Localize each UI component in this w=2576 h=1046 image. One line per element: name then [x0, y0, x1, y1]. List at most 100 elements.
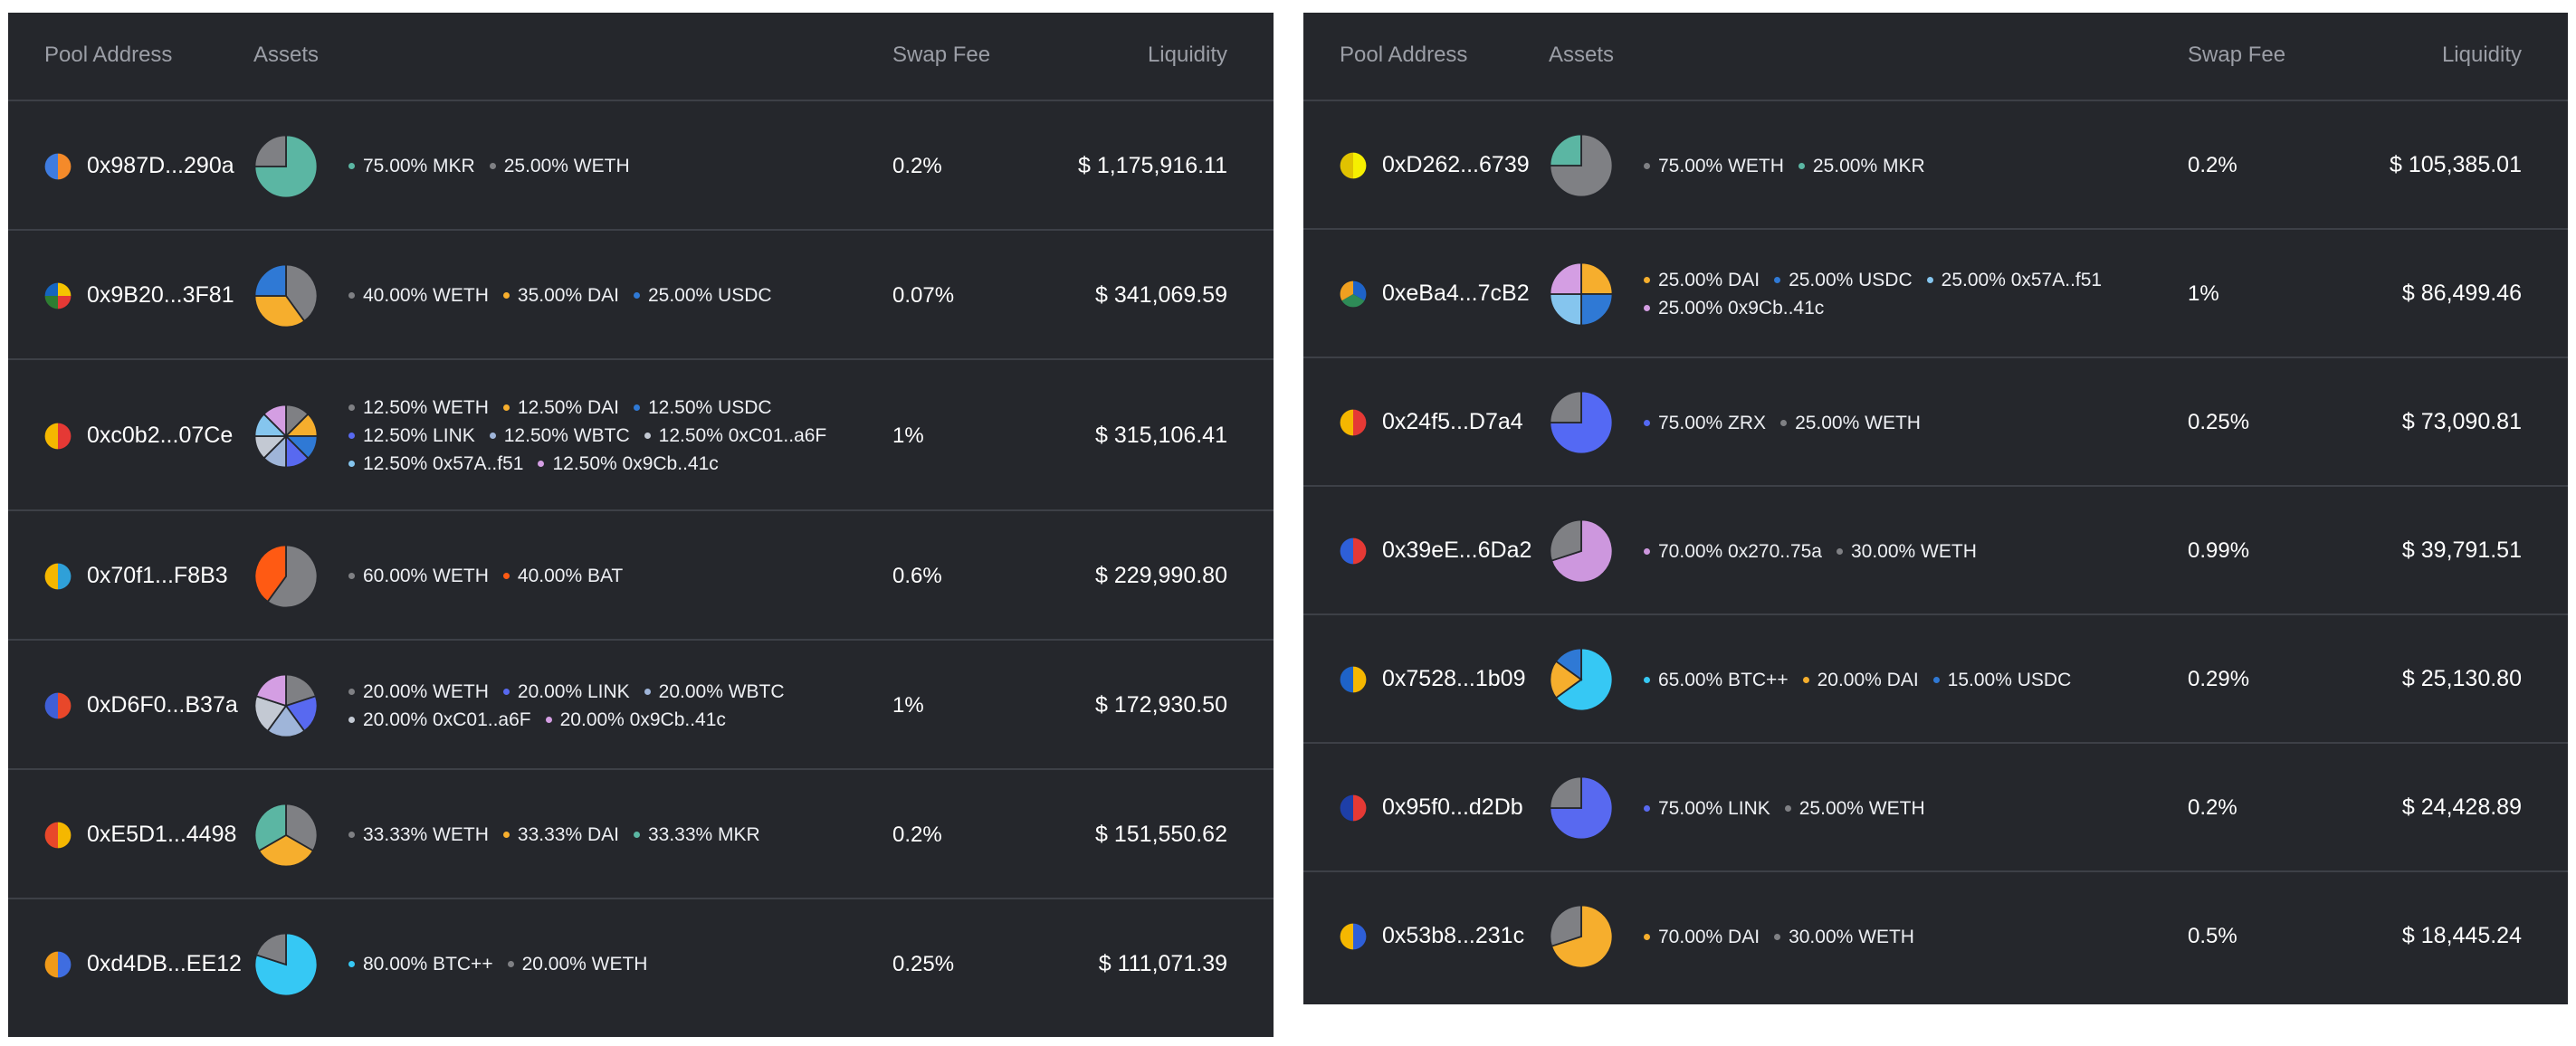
table-row[interactable]: 0x70f1...F8B3 60.00% WETH 40.00% BAT 0.6% $ …: [8, 511, 1274, 641]
asset-item: 25.00% MKR: [1798, 152, 1925, 180]
header-swap-fee[interactable]: Swap Fee: [892, 43, 991, 67]
liquidity-value: $ 86,499.46: [2401, 281, 2522, 306]
asset-item: 20.00% WBTC: [644, 678, 785, 706]
pool-token-icon: [44, 822, 72, 849]
asset-item: 25.00% WETH: [1780, 409, 1921, 437]
asset-label: 30.00% WETH: [1850, 540, 1977, 562]
pool-address[interactable]: 0x53b8...231c: [1382, 923, 1525, 948]
header-liquidity[interactable]: Liquidity: [2441, 43, 2522, 67]
asset-label: 20.00% WETH: [521, 954, 648, 975]
pool-address[interactable]: 0xd4DB...EE12: [87, 950, 242, 976]
asset-item: 15.00% USDC: [1932, 666, 2071, 694]
pool-address[interactable]: 0x39eE...6Da2: [1382, 537, 1532, 563]
asset-line: 12.50% LINK 12.50% WBTC 12.50% 0xC01..a6F: [348, 422, 873, 450]
asset-item: 20.00% 0x9Cb..41c: [545, 706, 726, 734]
pool-address[interactable]: 0x70f1...F8B3: [87, 562, 228, 588]
asset-color-dot: [348, 832, 355, 838]
table-row[interactable]: 0x53b8...231c 70.00% DAI 30.00% WETH 0.5% $ …: [1303, 872, 2568, 1001]
asset-label: 20.00% 0x9Cb..41c: [559, 708, 726, 730]
asset-color-dot: [489, 163, 496, 169]
asset-label: 12.50% LINK: [363, 425, 475, 446]
asset-item: 33.33% MKR: [633, 821, 760, 849]
table-row[interactable]: 0xc0b2...07Ce 12.50% WETH 12.50% DAI 12.50%…: [8, 360, 1274, 511]
pool-token-icon: [1340, 537, 1367, 565]
liquidity-value: $ 24,428.89: [2401, 794, 2522, 820]
pool-address[interactable]: 0x95f0...d2Db: [1382, 794, 1523, 820]
pool-address[interactable]: 0xeBa4...7cB2: [1382, 281, 1530, 306]
asset-item: 12.50% USDC: [633, 394, 772, 422]
table-row[interactable]: 0x7528...1b09 65.00% BTC++ 20.00% DAI 15.00…: [1303, 615, 2568, 744]
table-row[interactable]: 0x9B20...3F81 40.00% WETH 35.00% DAI 25.00%…: [8, 231, 1274, 360]
pool-token-icon: [1340, 666, 1367, 693]
table-row[interactable]: 0x39eE...6Da2 70.00% 0x270..75a 30.00% WET…: [1303, 487, 2568, 615]
asset-list: 33.33% WETH 33.33% DAI 33.33% MKR: [348, 821, 873, 849]
pool-address[interactable]: 0x7528...1b09: [1382, 666, 1526, 691]
pie-slice: [1554, 647, 1614, 712]
asset-item: 12.50% 0x9Cb..41c: [538, 450, 719, 478]
swap-fee: 1%: [2188, 281, 2219, 306]
pie-slice: [58, 563, 72, 589]
pool-address[interactable]: 0x9B20...3F81: [87, 281, 234, 308]
header-pool-address[interactable]: Pool Address: [44, 43, 173, 67]
asset-item: 35.00% DAI: [502, 281, 619, 309]
asset-line: 40.00% WETH 35.00% DAI 25.00% USDC: [348, 281, 873, 309]
asset-color-dot: [633, 832, 640, 838]
header-liquidity[interactable]: Liquidity: [1147, 43, 1227, 67]
asset-color-dot: [1644, 933, 1650, 940]
pool-address[interactable]: 0xc0b2...07Ce: [87, 422, 234, 448]
pool-address[interactable]: 0x24f5...D7a4: [1382, 409, 1523, 434]
asset-item: 25.00% USDC: [633, 281, 772, 309]
table-row[interactable]: 0x24f5...D7a4 75.00% ZRX 25.00% WETH 0.25% $…: [1303, 358, 2568, 487]
asset-color-dot: [502, 832, 510, 838]
asset-color-dot: [348, 573, 355, 579]
header-pool-address[interactable]: Pool Address: [1340, 43, 1468, 67]
header-assets[interactable]: Assets: [1549, 43, 1615, 67]
asset-color-dot: [1836, 547, 1843, 555]
asset-list: 60.00% WETH 40.00% BAT: [348, 562, 873, 590]
table-row[interactable]: 0xE5D1...4498 33.33% WETH 33.33% DAI 33.33%…: [8, 770, 1274, 899]
asset-color-dot: [348, 716, 355, 723]
asset-item: 70.00% DAI: [1644, 923, 1760, 951]
asset-color-dot: [348, 404, 355, 411]
asset-pie-chart: [253, 803, 319, 868]
table-header: Pool Address Assets Swap Fee Liquidity: [8, 13, 1274, 101]
table-row[interactable]: 0xD262...6739 75.00% WETH 25.00% MKR 0.2% $ …: [1303, 101, 2568, 230]
pie-slice: [285, 263, 319, 322]
asset-label: 75.00% WETH: [1658, 155, 1784, 176]
asset-list: 80.00% BTC++ 20.00% WETH: [348, 950, 873, 978]
asset-pie-chart: [253, 932, 319, 997]
pie-slice: [1353, 666, 1367, 693]
asset-label: 20.00% DAI: [1817, 669, 1919, 690]
header-assets[interactable]: Assets: [253, 43, 320, 67]
asset-label: 33.33% MKR: [647, 824, 760, 845]
asset-color-dot: [507, 961, 514, 967]
pool-address[interactable]: 0x987D...290a: [87, 152, 234, 178]
pie-slice: [1580, 262, 1614, 295]
header-swap-fee[interactable]: Swap Fee: [2188, 43, 2286, 67]
asset-item: 75.00% MKR: [348, 152, 475, 180]
asset-label: 33.33% WETH: [363, 824, 489, 845]
asset-item: 75.00% LINK: [1644, 794, 1770, 823]
pie-slice: [58, 153, 72, 179]
asset-label: 65.00% BTC++: [1658, 669, 1789, 690]
asset-color-dot: [644, 433, 651, 439]
pie-slice: [44, 692, 58, 718]
swap-fee: 0.2%: [2188, 795, 2237, 820]
pie-slice: [262, 404, 287, 438]
table-row[interactable]: 0xd4DB...EE12 80.00% BTC++ 20.00% WETH 0.25…: [8, 899, 1274, 1029]
table-row[interactable]: 0x95f0...d2Db 75.00% LINK 25.00% WETH 0.2% $…: [1303, 744, 2568, 872]
table-row[interactable]: 0xeBa4...7cB2 25.00% DAI 25.00% USDC 25.00%…: [1303, 230, 2568, 358]
pool-address[interactable]: 0xD262...6739: [1382, 152, 1530, 177]
pie-slice: [253, 294, 306, 328]
asset-label: 40.00% WETH: [363, 285, 489, 306]
asset-label: 25.00% WETH: [1795, 412, 1921, 433]
pie-slice: [253, 134, 287, 167]
pie-slice: [1341, 294, 1365, 308]
pool-address[interactable]: 0xD6F0...B37a: [87, 691, 238, 718]
pie-slice: [1554, 647, 1582, 681]
pool-address[interactable]: 0xE5D1...4498: [87, 821, 237, 847]
liquidity-value: $ 25,130.80: [2401, 666, 2522, 691]
table-row[interactable]: 0xD6F0...B37a 20.00% WETH 20.00% LINK 20.00…: [8, 641, 1274, 770]
asset-list: 70.00% DAI 30.00% WETH: [1644, 923, 2169, 951]
table-row[interactable]: 0x987D...290a 75.00% MKR 25.00% WETH 0.2% $ …: [8, 101, 1274, 231]
